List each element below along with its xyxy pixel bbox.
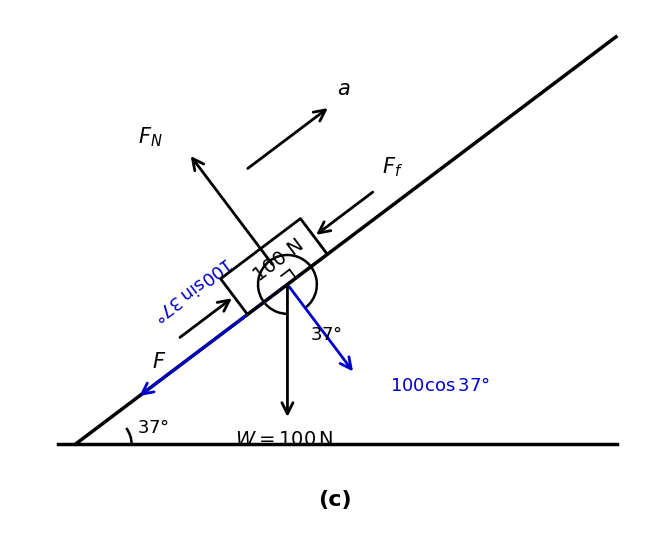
Text: $F_N$: $F_N$ xyxy=(138,126,163,149)
Text: $F$: $F$ xyxy=(152,352,166,372)
Text: $W = 100\,\mathrm{N}$: $W = 100\,\mathrm{N}$ xyxy=(235,430,334,449)
Text: $a$: $a$ xyxy=(337,79,351,100)
Text: (c): (c) xyxy=(318,490,351,510)
Text: 100 N: 100 N xyxy=(250,236,308,286)
Text: $100\cos37°$: $100\cos37°$ xyxy=(390,377,490,395)
Text: $37°$: $37°$ xyxy=(137,419,170,437)
Text: $37°$: $37°$ xyxy=(310,326,342,343)
Text: $100\sin37°$: $100\sin37°$ xyxy=(149,253,235,325)
Text: $F_f$: $F_f$ xyxy=(382,155,403,179)
